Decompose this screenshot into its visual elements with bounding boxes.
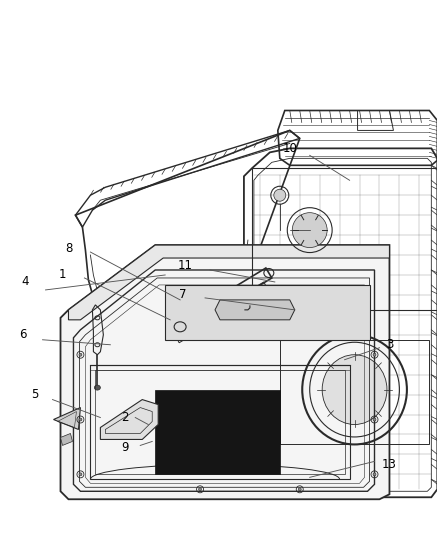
Text: 3: 3	[386, 338, 393, 351]
Text: 13: 13	[382, 458, 397, 471]
Ellipse shape	[322, 355, 387, 424]
Ellipse shape	[298, 488, 301, 491]
Text: 4: 4	[22, 276, 29, 288]
Text: 10: 10	[283, 142, 297, 155]
Ellipse shape	[95, 385, 100, 390]
Ellipse shape	[79, 418, 82, 421]
Polygon shape	[60, 245, 389, 499]
Ellipse shape	[373, 353, 376, 356]
Ellipse shape	[373, 418, 376, 421]
Text: 1: 1	[59, 269, 66, 281]
Polygon shape	[100, 400, 158, 439]
Ellipse shape	[79, 353, 82, 356]
Polygon shape	[68, 245, 389, 320]
Text: 6: 6	[19, 328, 26, 341]
Ellipse shape	[373, 473, 376, 476]
Polygon shape	[53, 408, 81, 430]
Polygon shape	[60, 433, 72, 446]
Ellipse shape	[274, 189, 286, 201]
Ellipse shape	[292, 213, 327, 247]
Ellipse shape	[79, 473, 82, 476]
Text: 8: 8	[65, 241, 72, 255]
Polygon shape	[165, 285, 370, 340]
Text: 11: 11	[177, 259, 193, 271]
Text: 2: 2	[122, 411, 129, 424]
Text: 9: 9	[122, 441, 129, 454]
Text: 5: 5	[31, 388, 38, 401]
Text: 7: 7	[180, 288, 187, 301]
Polygon shape	[155, 390, 280, 474]
Ellipse shape	[198, 488, 201, 491]
Polygon shape	[215, 300, 295, 320]
